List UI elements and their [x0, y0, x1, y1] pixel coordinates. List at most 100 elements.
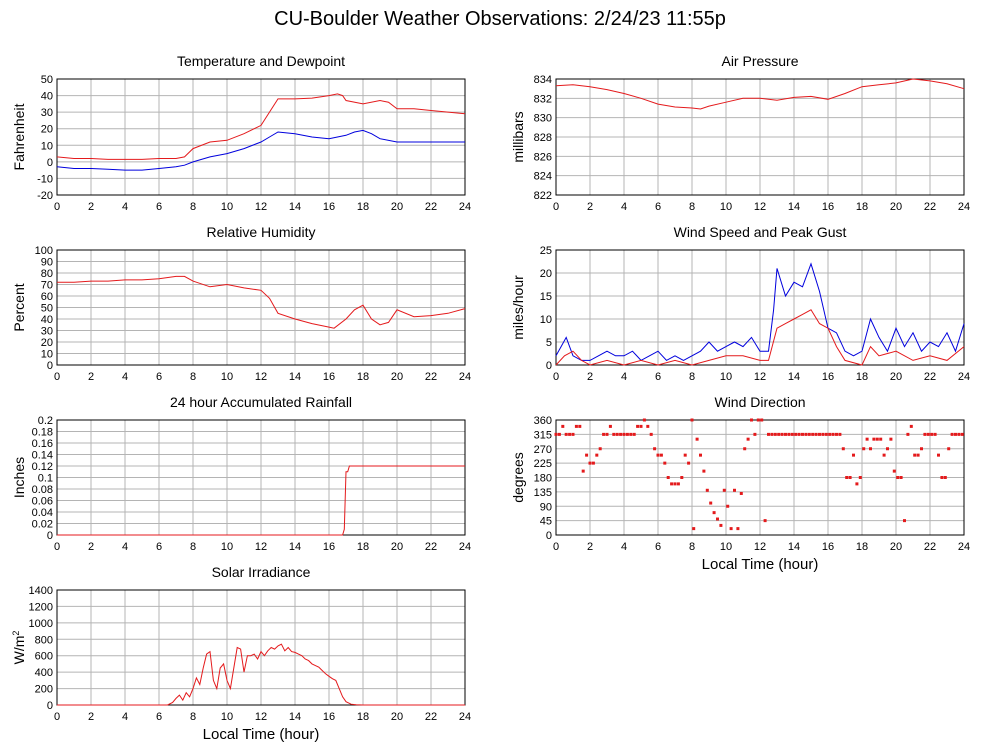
x-tick-label: 24 — [958, 541, 970, 553]
data-point — [733, 488, 736, 492]
y-tick-label: 15 — [540, 291, 552, 303]
x-tick-label: 4 — [621, 371, 627, 383]
y-axis-label: W/m2 — [11, 631, 27, 665]
x-tick-label: 20 — [890, 201, 902, 213]
data-point — [598, 447, 602, 451]
x-tick-label: 20 — [391, 711, 403, 723]
data-point — [882, 453, 886, 457]
y-tick-label: 50 — [41, 74, 53, 86]
x-tick-label: 24 — [459, 541, 471, 553]
x-tick-label: 0 — [553, 371, 559, 383]
data-point — [957, 432, 961, 436]
x-tick-label: 16 — [323, 201, 335, 213]
y-tick-label: 0 — [546, 360, 552, 372]
y-axis-label: miles/hour — [510, 275, 526, 340]
data-point — [794, 432, 798, 436]
data-point — [770, 432, 774, 436]
data-point — [639, 424, 643, 428]
x-tick-label: 12 — [754, 371, 766, 383]
y-tick-label: 824 — [534, 171, 552, 183]
x-tick-label: 18 — [856, 541, 868, 553]
y-tick-label: 30 — [41, 107, 53, 119]
y-tick-label: 90 — [41, 257, 53, 269]
chart-rh: 0 2 4 6 8 10 12 14 16 18 20 22 240102030405060708090… — [11, 224, 471, 383]
x-tick-label: 18 — [357, 541, 369, 553]
data-point — [709, 501, 713, 505]
data-point — [612, 432, 616, 436]
x-tick-label: 10 — [221, 201, 233, 213]
y-tick-label: 30 — [41, 326, 53, 338]
data-point — [750, 418, 753, 422]
data-point — [659, 453, 663, 457]
y-tick-label: 832 — [534, 93, 552, 105]
y-tick-label: 0.04 — [32, 507, 53, 519]
x-tick-label: 24 — [459, 371, 471, 383]
data-point — [872, 437, 876, 441]
chart-pres: 0 2 4 6 8 10 12 14 16 18 20 22 248228248268288308328… — [510, 53, 970, 213]
x-tick-label: 0 — [54, 711, 60, 723]
data-point — [845, 476, 849, 479]
x-tick-label: 12 — [255, 541, 267, 553]
chart-title: Temperature and Dewpoint — [177, 53, 345, 69]
y-tick-label: 0.2 — [38, 415, 53, 427]
data-point — [564, 432, 568, 436]
x-tick-label: 22 — [425, 711, 437, 723]
x-tick-label: 2 — [88, 371, 94, 383]
x-tick-label: 6 — [156, 711, 162, 723]
y-tick-label: 800 — [35, 634, 53, 646]
x-tick-label: 10 — [720, 201, 732, 213]
y-axis-label: millibars — [510, 111, 526, 162]
data-point — [909, 424, 913, 428]
data-point — [743, 447, 747, 451]
y-tick-label: 830 — [534, 113, 552, 125]
data-point — [557, 432, 561, 436]
x-tick-label: 8 — [190, 371, 196, 383]
data-point — [865, 437, 869, 441]
x-tick-label: 0 — [553, 201, 559, 213]
data-point — [920, 447, 923, 451]
series-line-0 — [57, 643, 465, 706]
x-tick-label: 16 — [323, 371, 335, 383]
x-tick-label: 24 — [958, 371, 970, 383]
data-point — [862, 447, 866, 451]
x-tick-label: 16 — [323, 711, 335, 723]
data-point — [879, 437, 883, 441]
y-tick-label: 50 — [41, 303, 53, 315]
data-point — [739, 491, 743, 495]
x-tick-label: 22 — [924, 541, 936, 553]
data-point — [811, 432, 815, 436]
data-point — [705, 488, 709, 492]
data-point — [695, 437, 699, 441]
data-point — [940, 476, 944, 479]
x-tick-label: 18 — [357, 201, 369, 213]
data-point — [670, 482, 674, 486]
x-tick-label: 16 — [323, 541, 335, 553]
y-tick-label: 1200 — [29, 601, 53, 613]
data-point — [947, 447, 951, 451]
data-point — [722, 488, 726, 492]
chart-solar: 0 2 4 6 8 10 12 14 16 18 20 22 240200400600800100012… — [11, 564, 471, 743]
x-tick-label: 4 — [621, 541, 627, 553]
data-point — [581, 469, 585, 473]
y-tick-label: 100 — [35, 245, 53, 257]
x-tick-label: 20 — [391, 371, 403, 383]
data-point — [767, 432, 770, 436]
data-point — [690, 418, 694, 422]
data-point — [954, 432, 957, 436]
series-line-0 — [57, 275, 466, 329]
data-point — [605, 432, 609, 436]
y-tick-label: 826 — [534, 151, 552, 163]
data-point — [729, 527, 733, 531]
y-tick-label: 135 — [534, 487, 552, 499]
y-tick-label: 0 — [47, 530, 53, 542]
data-point — [653, 447, 657, 451]
y-tick-label: 80 — [41, 268, 53, 280]
x-tick-label: 12 — [255, 711, 267, 723]
data-point — [801, 432, 804, 436]
data-point — [574, 424, 578, 428]
x-tick-label: 24 — [459, 711, 471, 723]
plot-frame — [56, 249, 466, 366]
data-point — [615, 432, 619, 436]
